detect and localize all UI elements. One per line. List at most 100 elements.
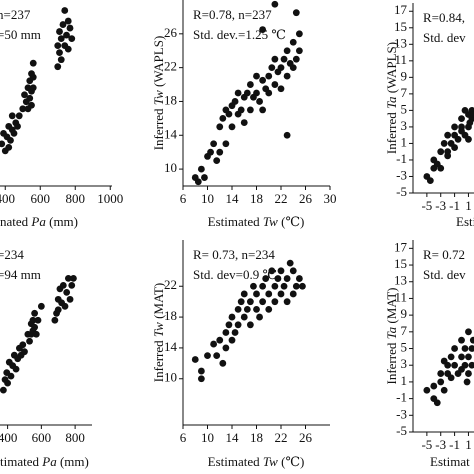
annotation: Std. dev.=1.25 ℃ (193, 27, 286, 42)
point (0, 386, 7, 394)
point (234, 321, 242, 329)
label-part: Inferred (384, 109, 399, 154)
point (283, 275, 291, 282)
point (295, 30, 303, 38)
point (283, 72, 291, 80)
label-part: (MAT) (151, 283, 166, 322)
point (256, 98, 263, 105)
x-tick-label: 600 (32, 430, 52, 445)
point (465, 370, 472, 377)
x-tick-label: 600 (31, 191, 51, 206)
point (56, 28, 63, 35)
point (451, 123, 458, 131)
point (194, 178, 202, 186)
point (37, 302, 45, 310)
point (265, 290, 273, 298)
label-part: (mm) (46, 214, 78, 229)
point (28, 101, 35, 109)
point (274, 275, 282, 282)
point (5, 143, 13, 151)
point (191, 356, 199, 363)
x-tick-label: 6 (180, 430, 187, 445)
point (256, 313, 263, 321)
point (201, 174, 208, 181)
point (289, 64, 297, 72)
point (12, 365, 20, 373)
point (237, 106, 245, 114)
point (444, 131, 452, 139)
point (237, 298, 245, 306)
label-part: Tw (151, 322, 166, 337)
point (8, 112, 16, 120)
x-tick-label: 400 (0, 430, 17, 445)
y-tick-label: 7 (401, 85, 408, 100)
point (56, 49, 63, 57)
point (433, 399, 441, 407)
point (468, 345, 474, 352)
point (21, 91, 28, 99)
x-tick-label: 1000 (97, 191, 123, 206)
point (277, 267, 285, 275)
label-part: Pa (41, 454, 57, 469)
point (213, 157, 221, 165)
point (423, 386, 431, 394)
point (426, 177, 434, 185)
point (14, 122, 21, 130)
point (219, 359, 227, 367)
point (259, 298, 267, 306)
annotation: R=0.84, (423, 10, 465, 25)
y-tick-label: 1 (401, 373, 408, 388)
point (63, 31, 70, 39)
y-tick-label: -5 (396, 184, 407, 199)
y-tick-label: -1 (396, 390, 407, 405)
label-part: Inferred (151, 337, 166, 382)
point (231, 329, 239, 336)
label-part: Pa (30, 214, 46, 229)
y-tick-label: 9 (401, 68, 408, 83)
y-tick-label: 10 (164, 370, 177, 385)
point (265, 305, 273, 313)
point (222, 344, 230, 352)
point (458, 127, 465, 135)
point (289, 38, 297, 46)
point (271, 81, 279, 88)
x-axis-label: Estimat (430, 454, 470, 469)
y-tick-label: 26 (164, 25, 178, 40)
point (54, 306, 62, 314)
point (271, 298, 279, 306)
x-tick-label: 800 (66, 191, 86, 206)
panel: 400 600 800 1000 n=237 =50 mm nated Pa (mm) (0, 7, 123, 229)
y-tick-label: 11 (394, 52, 407, 67)
point (0, 140, 6, 148)
x-tick-label: 6 (180, 191, 187, 206)
x-tick-label: -1 (449, 437, 460, 452)
x-axis-label: Esti (456, 214, 474, 229)
point (57, 35, 65, 43)
y-axis-label: Inferred Tw (MAT) (151, 283, 166, 382)
point (465, 353, 472, 361)
label-part: Estimated (208, 454, 263, 469)
x-tick-label: 800 (65, 430, 85, 445)
point (59, 281, 67, 289)
x-tick-label: 10 (201, 191, 214, 206)
point (271, 282, 279, 290)
point (51, 316, 59, 324)
x-tick-label: 30 (324, 191, 337, 206)
x-tick-label: 1 (465, 437, 472, 452)
point (440, 386, 448, 394)
point (210, 140, 218, 148)
x-tick-label: -1 (449, 198, 460, 213)
x-tick-label: 22 (275, 191, 288, 206)
point (295, 275, 303, 282)
annotation: R= 0.72 (423, 247, 465, 262)
point (454, 135, 462, 143)
point (295, 47, 303, 55)
x-tick-label: 26 (299, 430, 313, 445)
point (265, 72, 273, 80)
annotation: R=0.78, n=237 (193, 7, 272, 22)
point (34, 316, 42, 324)
x-tick-label: 14 (226, 191, 240, 206)
